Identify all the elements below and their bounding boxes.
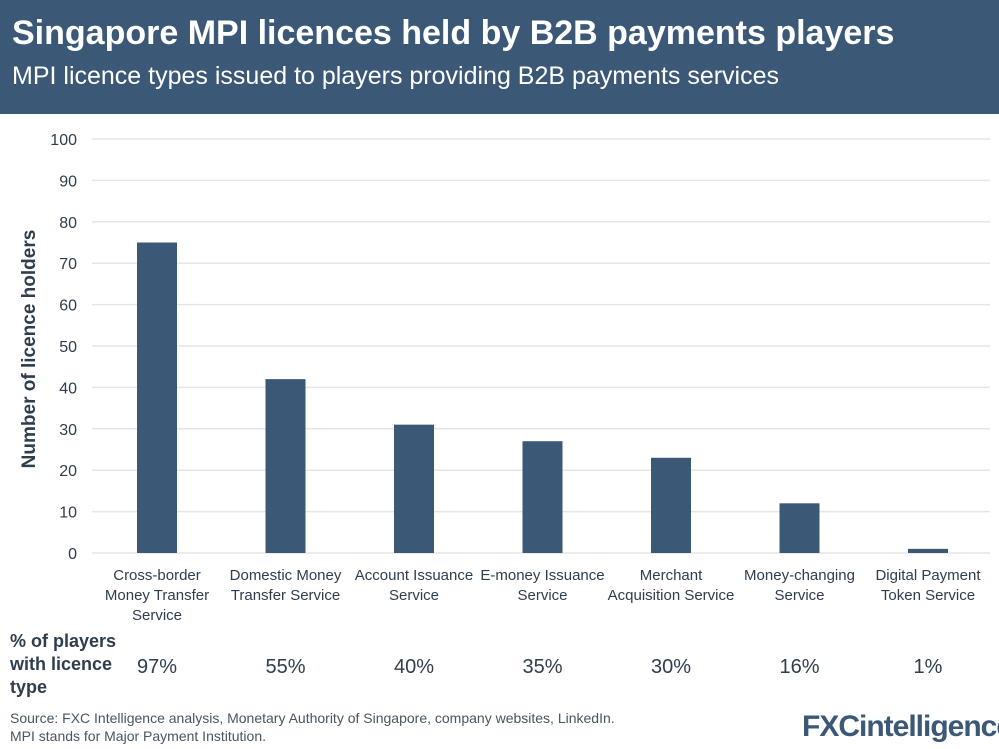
pct-label-line: % of players <box>10 631 117 651</box>
pct-value: 16% <box>779 656 820 678</box>
bar <box>651 457 691 553</box>
x-tick-line: Service <box>131 607 183 624</box>
y-tick-label: 0 <box>68 546 77 563</box>
footnote: MPI stands for Major Payment Institution… <box>10 728 266 744</box>
x-tick-line: Domestic Money <box>229 567 342 584</box>
x-tick-line: Transfer Service <box>230 587 341 604</box>
y-tick-label: 40 <box>59 380 77 397</box>
x-tick-label: Merchant Acquisition Service <box>607 566 735 606</box>
x-tick-label: Cross-border Money Transfer Service <box>93 566 221 626</box>
x-tick-label: Domestic Money Transfer Service <box>222 566 350 606</box>
y-tick-label: 20 <box>59 463 77 480</box>
x-tick-line: Money Transfer <box>104 587 210 604</box>
bar <box>137 242 177 553</box>
x-tick-line: Service <box>388 587 440 604</box>
bar <box>908 548 948 553</box>
fxc-logo: FXCintelligenceTM <box>802 710 999 744</box>
bar <box>394 424 434 553</box>
logo-text: FXCintelligence <box>802 710 999 743</box>
x-tick-line: Digital Payment <box>875 567 981 584</box>
x-tick-line: Money-changing <box>744 567 855 584</box>
pct-label-line: type <box>10 677 48 697</box>
x-tick-line: Service <box>517 587 568 604</box>
header: Singapore MPI licences held by B2B payme… <box>0 0 999 114</box>
source-text: Source: FXC Intelligence analysis, Monet… <box>10 710 615 726</box>
pct-row-label: % of players with licence type <box>10 630 120 699</box>
pct-value: 40% <box>393 656 435 678</box>
x-tick-line: Merchant <box>639 567 703 584</box>
bar <box>779 503 820 553</box>
pct-value: 30% <box>650 656 692 678</box>
source-note: Source: FXC Intelligence analysis, Monet… <box>10 709 615 745</box>
x-tick-label: Digital Payment Token Service <box>864 566 992 606</box>
y-tick-label: 10 <box>59 505 77 522</box>
pct-value: 55% <box>265 656 306 678</box>
y-tick-label: 60 <box>59 298 77 315</box>
x-tick-line: E-money Issuance <box>480 567 605 584</box>
bar-chart: 0 10 20 30 40 50 60 70 80 90 100 <box>50 132 990 563</box>
y-tick-label: 100 <box>50 132 77 149</box>
bar <box>522 441 563 553</box>
y-axis-label: Number of licence holders <box>19 229 40 469</box>
pct-value: 97% <box>136 656 178 678</box>
x-tick-line: Token Service <box>880 587 976 604</box>
x-tick-line: Service <box>774 587 825 604</box>
x-tick-line: Acquisition Service <box>607 587 735 604</box>
y-tick-label: 90 <box>59 173 77 190</box>
x-tick-label: Account Issuance Service <box>350 566 478 606</box>
y-tick-label: 30 <box>59 422 77 439</box>
pct-value: 1% <box>913 656 943 678</box>
x-tick-line: Cross-border <box>113 567 201 584</box>
x-tick-line: Account Issuance <box>354 567 474 584</box>
y-tick-label: 70 <box>59 256 77 273</box>
bar <box>265 379 306 553</box>
y-tick-label: 80 <box>59 215 77 232</box>
x-tick-label: Money-changing Service <box>736 566 864 606</box>
chart-subtitle: MPI licence types issued to players prov… <box>12 62 780 90</box>
y-tick-label: 50 <box>59 339 77 356</box>
x-tick-label: E-money Issuance Service <box>479 566 607 606</box>
pct-value: 35% <box>522 656 563 678</box>
pct-label-line: with licence <box>10 654 113 674</box>
chart-title: Singapore MPI licences held by B2B payme… <box>12 14 895 52</box>
